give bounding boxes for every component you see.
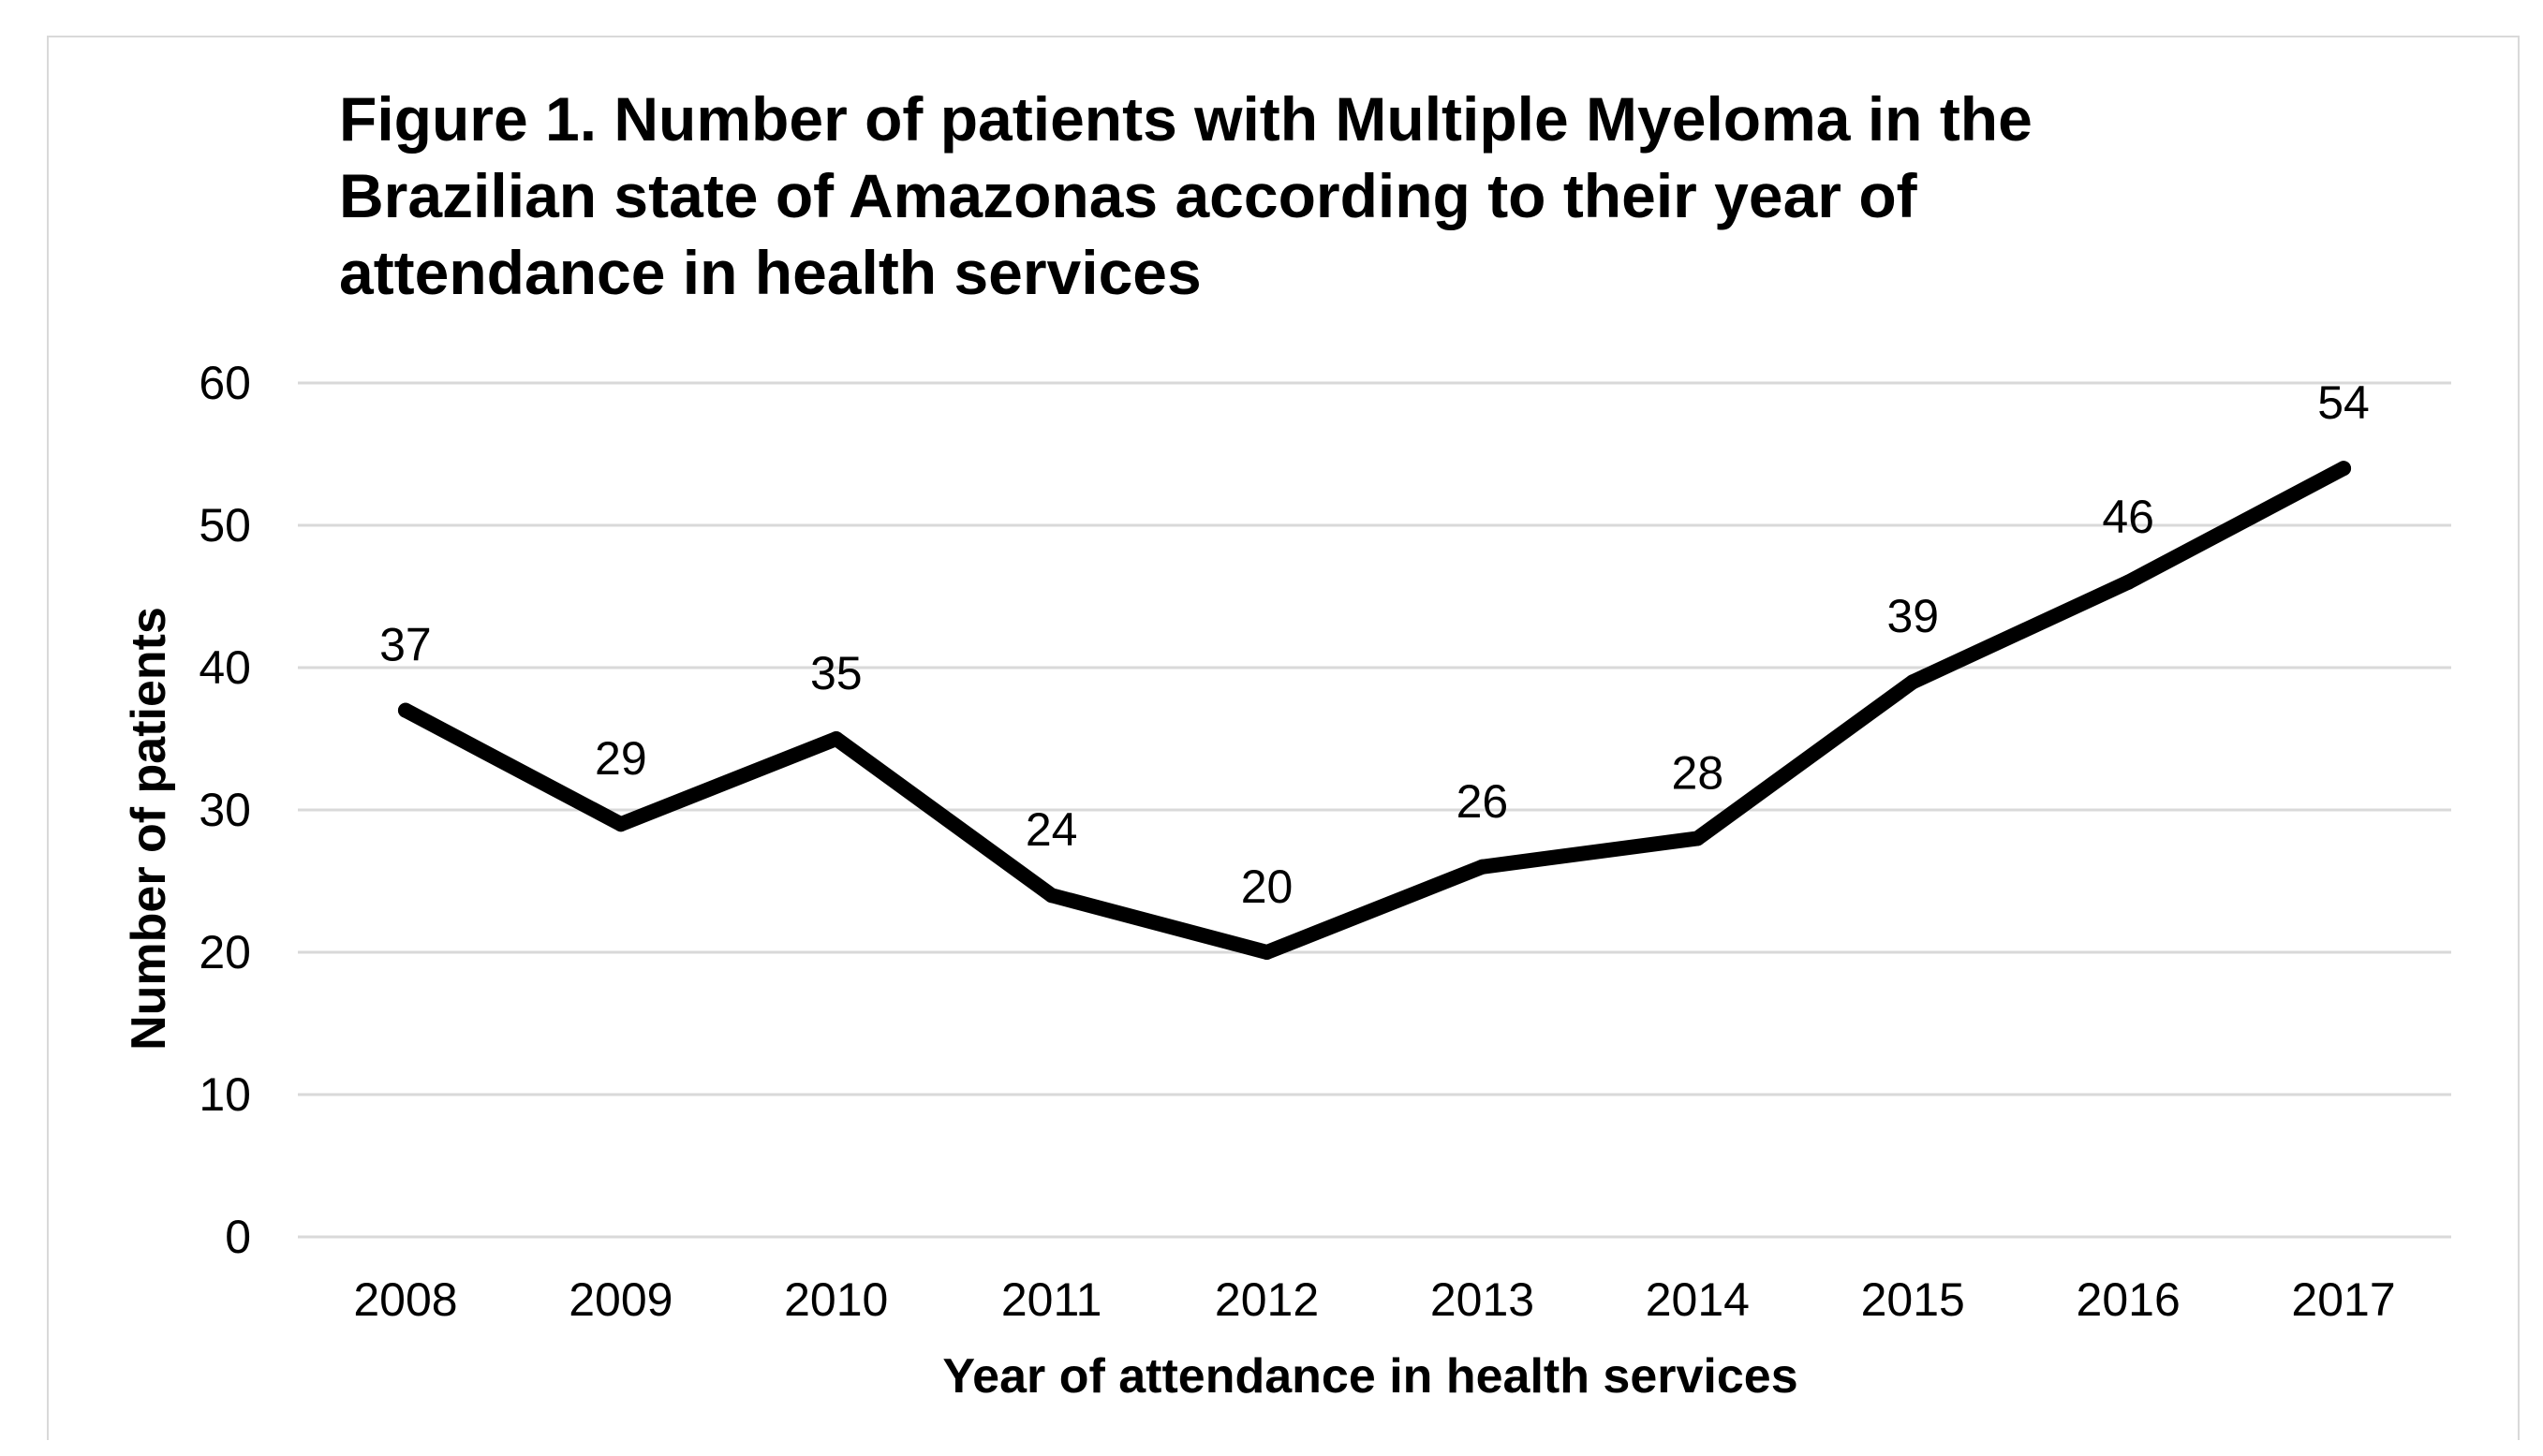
x-tick-label: 2012 (1215, 1273, 1319, 1326)
gridlines (298, 381, 2451, 1239)
data-label: 20 (1241, 860, 1294, 913)
data-point (828, 731, 844, 746)
x-tick-label: 2008 (353, 1273, 457, 1326)
data-point (613, 816, 628, 832)
x-tick-label: 2011 (1001, 1273, 1102, 1326)
series (397, 461, 2352, 960)
data-point (2121, 574, 2136, 590)
data-point (1690, 831, 1706, 846)
data-label: 54 (2317, 376, 2370, 429)
y-tick-label: 20 (199, 926, 251, 978)
data-label: 37 (379, 619, 432, 671)
data-point (2336, 461, 2352, 477)
x-tick-label: 2015 (1861, 1273, 1965, 1326)
y-tick-label: 40 (199, 641, 251, 694)
data-label: 39 (1886, 590, 1939, 642)
y-axis-ticks: 0 10 20 30 40 50 60 (199, 357, 251, 1263)
data-point (397, 702, 413, 718)
data-point (1043, 888, 1059, 904)
data-label: 46 (2102, 491, 2154, 543)
y-tick-label: 50 (199, 499, 251, 552)
data-label: 24 (1026, 803, 1078, 856)
series-line (397, 461, 2352, 960)
data-point (1259, 945, 1275, 960)
data-label: 26 (1456, 775, 1509, 828)
x-tick-label: 2014 (1646, 1273, 1750, 1326)
data-point (1474, 859, 1490, 875)
x-axis-title: Year of attendance in health services (942, 1349, 1797, 1404)
y-tick-label: 10 (199, 1068, 251, 1121)
chart-title-line-2: Brazilian state of Amazonas according to… (339, 161, 1918, 230)
y-tick-label: 0 (225, 1211, 251, 1263)
data-point (1905, 674, 1921, 690)
x-tick-label: 2016 (2077, 1273, 2181, 1326)
data-label: 35 (810, 647, 863, 699)
chart-title: Figure 1. Number of patients with Multip… (339, 84, 2033, 307)
x-tick-label: 2017 (2291, 1273, 2395, 1326)
chart-title-line-1: Figure 1. Number of patients with Multip… (339, 84, 2033, 154)
x-tick-label: 2010 (784, 1273, 888, 1326)
data-labels: 37 29 35 24 20 26 28 39 46 54 (379, 376, 2370, 913)
data-label: 28 (1672, 746, 1724, 799)
x-tick-label: 2009 (569, 1273, 673, 1326)
data-label: 29 (595, 732, 647, 785)
y-axis-title: Number of patients (122, 607, 176, 1051)
x-axis-ticks: 2008 2009 2010 2011 2012 2013 2014 2015 2016 2017 (353, 1273, 2395, 1326)
x-tick-label: 2013 (1430, 1273, 1534, 1326)
chart-title-line-3: attendance in health services (339, 238, 1202, 307)
y-tick-label: 30 (199, 784, 251, 836)
y-tick-label: 60 (199, 357, 251, 409)
